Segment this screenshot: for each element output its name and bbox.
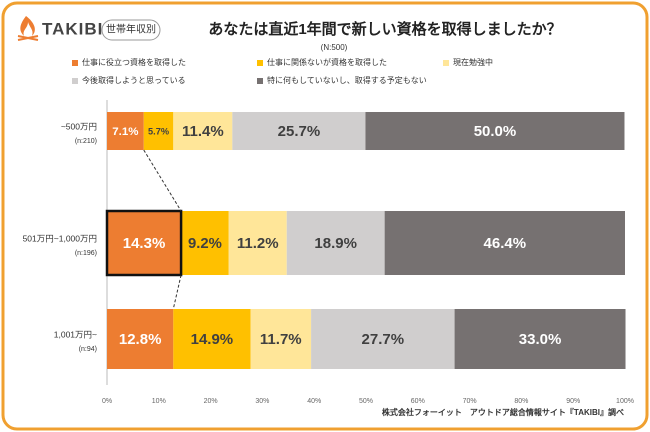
legend-label: 特に何もしていないし、取得する予定もない [267, 75, 427, 85]
x-tick-label: 100% [616, 398, 634, 405]
x-tick-label: 50% [359, 398, 373, 405]
y-tick-label: ~500万円 [61, 121, 97, 131]
bar-segment [384, 211, 625, 275]
legend-label: 現在勉強中 [453, 57, 493, 67]
bar-segment [232, 112, 366, 150]
bar-segment [311, 309, 455, 369]
value-label: 14.3% [123, 235, 166, 252]
category-note: (n:94) [79, 346, 97, 353]
x-tick-label: 30% [255, 398, 269, 405]
badge-box [101, 19, 161, 41]
value-label: 11.7% [260, 331, 302, 348]
value-label: 11.2% [237, 235, 279, 252]
category-note: (n:196) [75, 250, 97, 257]
legend-label: 今後取得しようと思っている [82, 75, 186, 85]
bar-segment [454, 309, 626, 369]
legend-swatch [257, 60, 263, 66]
legend-swatch [443, 60, 449, 66]
x-tick-label: 40% [307, 398, 321, 405]
bar-segment [286, 211, 385, 275]
category-note: (n:210) [75, 138, 97, 145]
value-label: 9.2% [188, 236, 222, 252]
x-tick-label: 80% [514, 398, 528, 405]
value-label: 11.4% [182, 123, 224, 140]
y-tick-label: 501万円~1,000万円 [23, 233, 97, 243]
y-tick-label: 1,001万円~ [54, 329, 97, 339]
connector [143, 149, 182, 212]
highlight-box [105, 209, 183, 277]
legend-swatch [72, 60, 78, 66]
legend-label: 仕事に役立つ資格を取得した [82, 57, 186, 67]
legend-label: 仕事に関係ないが資格を取得した [267, 57, 387, 67]
value-label: 7.1% [112, 126, 138, 138]
chart-title: あなたは直近1年間で新しい資格を取得しましたか？ [208, 20, 561, 38]
source: 株式会社フォーイット アウトドア総合情報サイト『TAKIBI』調べ [382, 407, 624, 417]
bar-segment [143, 112, 174, 150]
bar-segment [228, 211, 287, 275]
bar-segment [173, 309, 251, 369]
bar-segment [173, 112, 233, 150]
bar-segment [365, 112, 625, 150]
x-tick-label: 0% [102, 398, 112, 405]
logo-text: TAKIBI [42, 19, 103, 38]
bar-segment [107, 211, 182, 275]
value-label: 18.9% [314, 235, 357, 252]
legend-swatch [72, 78, 78, 84]
value-label: 5.7% [148, 126, 169, 136]
logo-icon [17, 16, 39, 41]
x-tick-label: 10% [152, 398, 166, 405]
chart-subtitle: (N:500) [321, 43, 348, 52]
value-label: 14.9% [191, 331, 234, 348]
x-tick-label: 20% [204, 398, 218, 405]
bar-segment [181, 211, 229, 275]
x-tick-label: 60% [411, 398, 425, 405]
value-label: 12.8% [119, 331, 162, 348]
badge: 世帯年収別 [106, 23, 156, 36]
connector [172, 274, 182, 310]
bar-segment [107, 112, 144, 150]
bar-segment [107, 309, 174, 369]
value-label: 46.4% [484, 235, 527, 252]
value-label: 50.0% [474, 123, 517, 140]
x-tick-label: 90% [566, 398, 580, 405]
value-label: 27.7% [362, 331, 405, 348]
bar-segment [250, 309, 312, 369]
value-label: 33.0% [519, 331, 562, 348]
x-tick-label: 70% [463, 398, 477, 405]
legend-swatch [257, 78, 263, 84]
value-label: 25.7% [278, 123, 321, 140]
